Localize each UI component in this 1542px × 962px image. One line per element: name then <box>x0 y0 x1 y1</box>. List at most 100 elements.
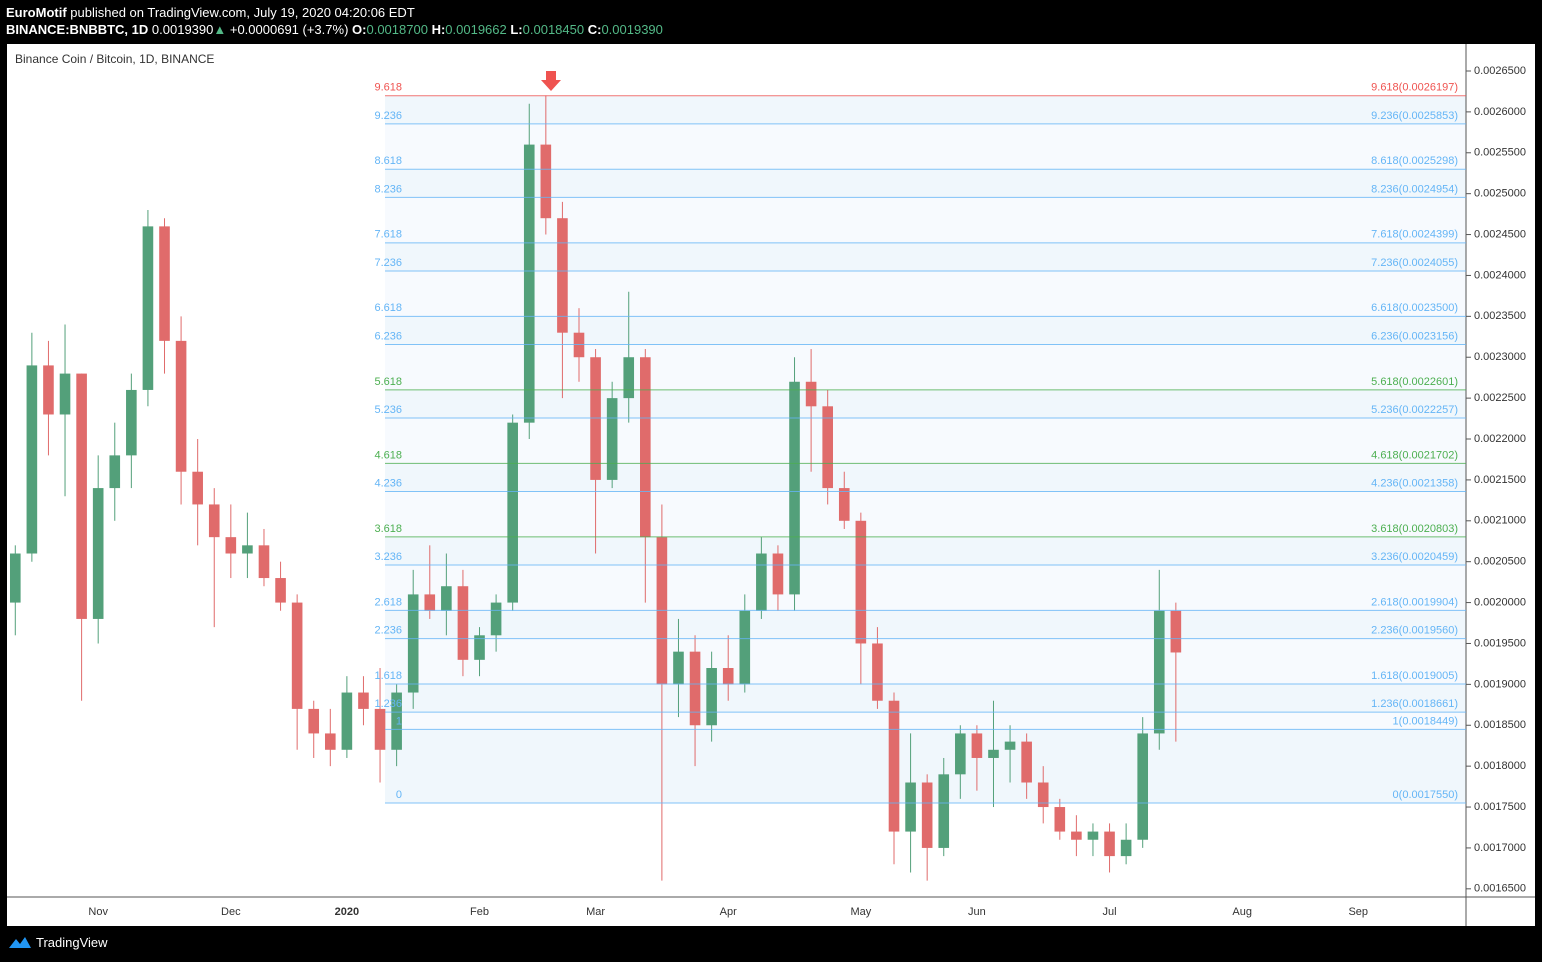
fib-value-label: 5.618(0.0022601) <box>1371 376 1458 388</box>
fib-level-label: 9.618 <box>374 82 402 94</box>
y-tick-label: 0.0022000 <box>1474 433 1526 445</box>
candle-body <box>441 586 452 611</box>
fib-band <box>385 683 1466 713</box>
candle-body <box>242 545 253 554</box>
x-tick-label: 2020 <box>335 906 359 918</box>
candle-body <box>358 692 369 709</box>
x-tick-label: May <box>850 906 871 918</box>
candle-body <box>59 373 71 415</box>
candle-body <box>291 602 303 709</box>
y-tick-label: 0.0025000 <box>1474 188 1526 200</box>
fib-value-label: 1(0.0018449) <box>1393 715 1458 727</box>
candle-body <box>159 226 170 341</box>
fib-value-label: 3.618(0.0020803) <box>1371 523 1458 535</box>
fib-value-label: 2.236(0.0019560) <box>1371 624 1458 636</box>
candle-body <box>557 218 568 333</box>
candle-body <box>606 398 618 480</box>
y-tick-label: 0.0024000 <box>1474 269 1526 281</box>
fib-level-label: 9.236 <box>374 110 402 122</box>
l-label: L: <box>510 22 523 37</box>
fib-level-label: 5.236 <box>374 404 402 416</box>
fib-value-label: 3.236(0.0020459) <box>1371 551 1458 563</box>
x-tick-label: Apr <box>720 906 737 918</box>
fib-value-label: 4.618(0.0021702) <box>1371 449 1458 461</box>
y-tick-label: 0.0018000 <box>1474 760 1526 772</box>
candle-body <box>424 594 436 611</box>
candle-body <box>76 373 87 619</box>
candle-body <box>988 749 999 758</box>
y-tick-label: 0.0024500 <box>1474 228 1526 240</box>
fib-level-label: 1.618 <box>374 670 402 682</box>
fib-band <box>385 463 1466 492</box>
c: 0.0019390 <box>601 22 663 37</box>
marker-arrow <box>541 71 561 91</box>
candle-body <box>772 553 784 595</box>
candle-body <box>739 610 751 685</box>
fib-band <box>385 95 1466 124</box>
candle-body <box>673 651 684 685</box>
fib-level-label: 0 <box>396 789 402 801</box>
candle-body <box>407 594 419 693</box>
candle-body <box>142 226 154 390</box>
candle-body <box>192 471 203 505</box>
fib-value-label: 2.618(0.0019904) <box>1371 596 1458 608</box>
candle-body <box>921 782 933 848</box>
candle-body <box>474 635 485 660</box>
fib-band <box>385 270 1466 317</box>
candle-body <box>1170 610 1182 653</box>
footer: TradingView <box>8 934 108 950</box>
candle-body <box>92 488 104 619</box>
candle-body <box>855 520 867 644</box>
y-tick-label: 0.0020500 <box>1474 556 1526 568</box>
x-tick-label: Feb <box>470 906 489 918</box>
fib-level-label: 6.618 <box>374 302 402 314</box>
fib-level-label: 5.618 <box>374 376 402 388</box>
candle-body <box>722 668 734 685</box>
candle-body <box>507 422 518 603</box>
fib-band <box>385 169 1466 198</box>
candle-body <box>955 733 966 775</box>
y-tick-label: 0.0016500 <box>1474 883 1526 895</box>
candle-body <box>490 602 502 636</box>
candle-body <box>822 406 833 489</box>
y-tick-label: 0.0017000 <box>1474 842 1526 854</box>
candle-body <box>623 357 635 399</box>
candle-body <box>341 692 353 750</box>
candle-body <box>838 488 850 521</box>
y-tick-label: 0.0025500 <box>1474 147 1526 159</box>
y-tick-label: 0.0023500 <box>1474 310 1526 322</box>
candle-body <box>1054 807 1066 832</box>
fib-value-label: 8.236(0.0024954) <box>1371 183 1458 195</box>
c-label: C: <box>587 22 602 37</box>
y-tick-label: 0.0026500 <box>1474 65 1526 77</box>
fib-band <box>385 536 1466 566</box>
candle-body <box>457 586 469 660</box>
fib-band <box>385 610 1466 639</box>
fib-value-label: 9.618(0.0026197) <box>1371 82 1458 94</box>
l: 0.0018450 <box>522 22 585 37</box>
fib-value-label: 6.236(0.0023156) <box>1371 330 1458 342</box>
fib-value-label: 9.236(0.0025853) <box>1371 110 1458 122</box>
fib-value-label: 0(0.0017550) <box>1393 789 1458 801</box>
fib-band <box>385 316 1466 345</box>
fib-level-label: 8.236 <box>374 183 402 195</box>
fib-value-label: 8.618(0.0025298) <box>1371 155 1458 167</box>
fib-band <box>385 565 1466 611</box>
x-tick-label: Mar <box>586 906 605 918</box>
candle-body <box>109 455 121 489</box>
fib-level-label: 8.618 <box>374 155 402 167</box>
candle-body <box>26 365 38 554</box>
o: 0.0018700 <box>366 22 428 37</box>
arrow: ▲ <box>213 22 227 37</box>
x-tick-label: Nov <box>88 906 108 918</box>
quote-line: BINANCE:BNBBTC, 1D 0.0019390▲ +0.0000691… <box>6 22 663 37</box>
candle-body <box>905 782 916 832</box>
x-tick-label: Jul <box>1103 906 1117 918</box>
candle-body <box>225 537 237 554</box>
header-line: EuroMotif published on TradingView.com, … <box>6 5 415 20</box>
fib-value-label: 6.618(0.0023500) <box>1371 302 1458 314</box>
fib-level-label: 3.618 <box>374 523 402 535</box>
x-tick-label: Sep <box>1348 906 1368 918</box>
